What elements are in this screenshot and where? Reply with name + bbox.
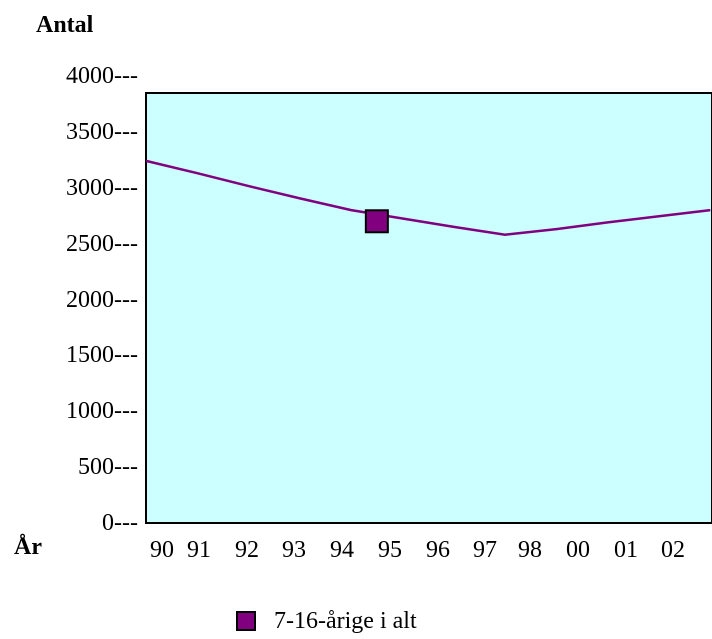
series-marker — [364, 209, 389, 234]
y-tick-label: 500--- — [78, 454, 138, 481]
y-tick-label: 2000--- — [66, 286, 138, 313]
y-tick-label: 1000--- — [66, 398, 138, 425]
x-tick-label: 90 — [150, 537, 174, 563]
series-line — [145, 159, 711, 236]
y-tick-label: 3000--- — [66, 174, 138, 201]
x-tick-label: 94 — [330, 537, 354, 563]
x-tick-label: 02 — [661, 537, 685, 563]
y-axis-label: Antal — [36, 12, 94, 38]
legend: 7-16-årige i alt — [236, 607, 417, 635]
x-axis-label: År — [14, 534, 42, 560]
y-tick-label: 0--- — [102, 510, 138, 536]
x-tick-label: 98 — [518, 537, 542, 563]
x-tick-label: 01 — [614, 537, 638, 563]
y-tick-label: 4000--- — [66, 63, 138, 89]
x-tick-label: 92 — [235, 537, 259, 563]
x-tick-label: 96 — [426, 537, 450, 563]
y-tick-label: 3500--- — [66, 118, 138, 145]
x-tick-label: 97 — [473, 537, 497, 563]
plot-area — [145, 92, 712, 524]
x-tick-label: 93 — [282, 537, 306, 563]
legend-swatch — [236, 611, 256, 631]
x-tick-label: 00 — [566, 537, 590, 563]
legend-label: 7-16-årige i alt — [274, 608, 417, 634]
y-tick-label: 2500--- — [66, 230, 138, 257]
x-tick-label: 91 — [187, 537, 211, 563]
x-tick-label: 95 — [378, 537, 402, 563]
y-tick-label: 1500--- — [66, 342, 138, 369]
series-layer — [145, 159, 711, 236]
